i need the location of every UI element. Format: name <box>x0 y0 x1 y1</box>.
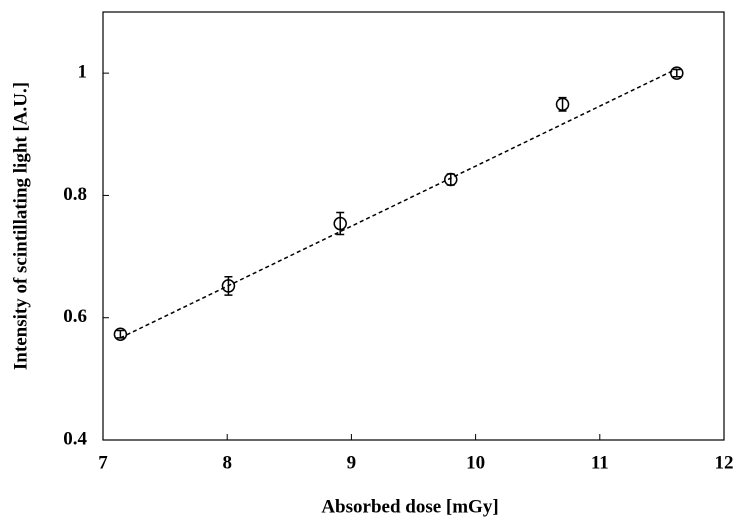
y-tick-label: 0.6 <box>63 306 87 327</box>
x-tick-label: 12 <box>715 452 734 473</box>
data-point <box>333 216 347 231</box>
error-bar <box>446 173 455 186</box>
error-bar <box>672 68 681 78</box>
data-point <box>221 279 236 293</box>
data-point <box>670 66 684 80</box>
error-bar <box>116 329 125 339</box>
x-axis-label: Absorbed dose [mGy] <box>321 496 498 517</box>
y-tick-label: 0.8 <box>63 184 87 205</box>
y-tick-label: 1 <box>78 62 88 83</box>
error-bar <box>336 211 345 236</box>
plot-frame <box>102 11 725 441</box>
y-axis-label: Intensity of scintillating light [A.U.] <box>10 82 31 370</box>
y-tick-label: 0.4 <box>63 428 87 449</box>
fit-line <box>120 68 678 339</box>
x-tick-label: 11 <box>591 452 609 473</box>
data-point <box>113 327 128 341</box>
x-tick-label: 8 <box>222 452 232 473</box>
data-point <box>555 97 570 112</box>
x-tick-label: 10 <box>466 452 485 473</box>
x-tick-label: 9 <box>347 452 357 473</box>
x-tick-label: 7 <box>98 452 108 473</box>
data-point <box>444 172 458 187</box>
